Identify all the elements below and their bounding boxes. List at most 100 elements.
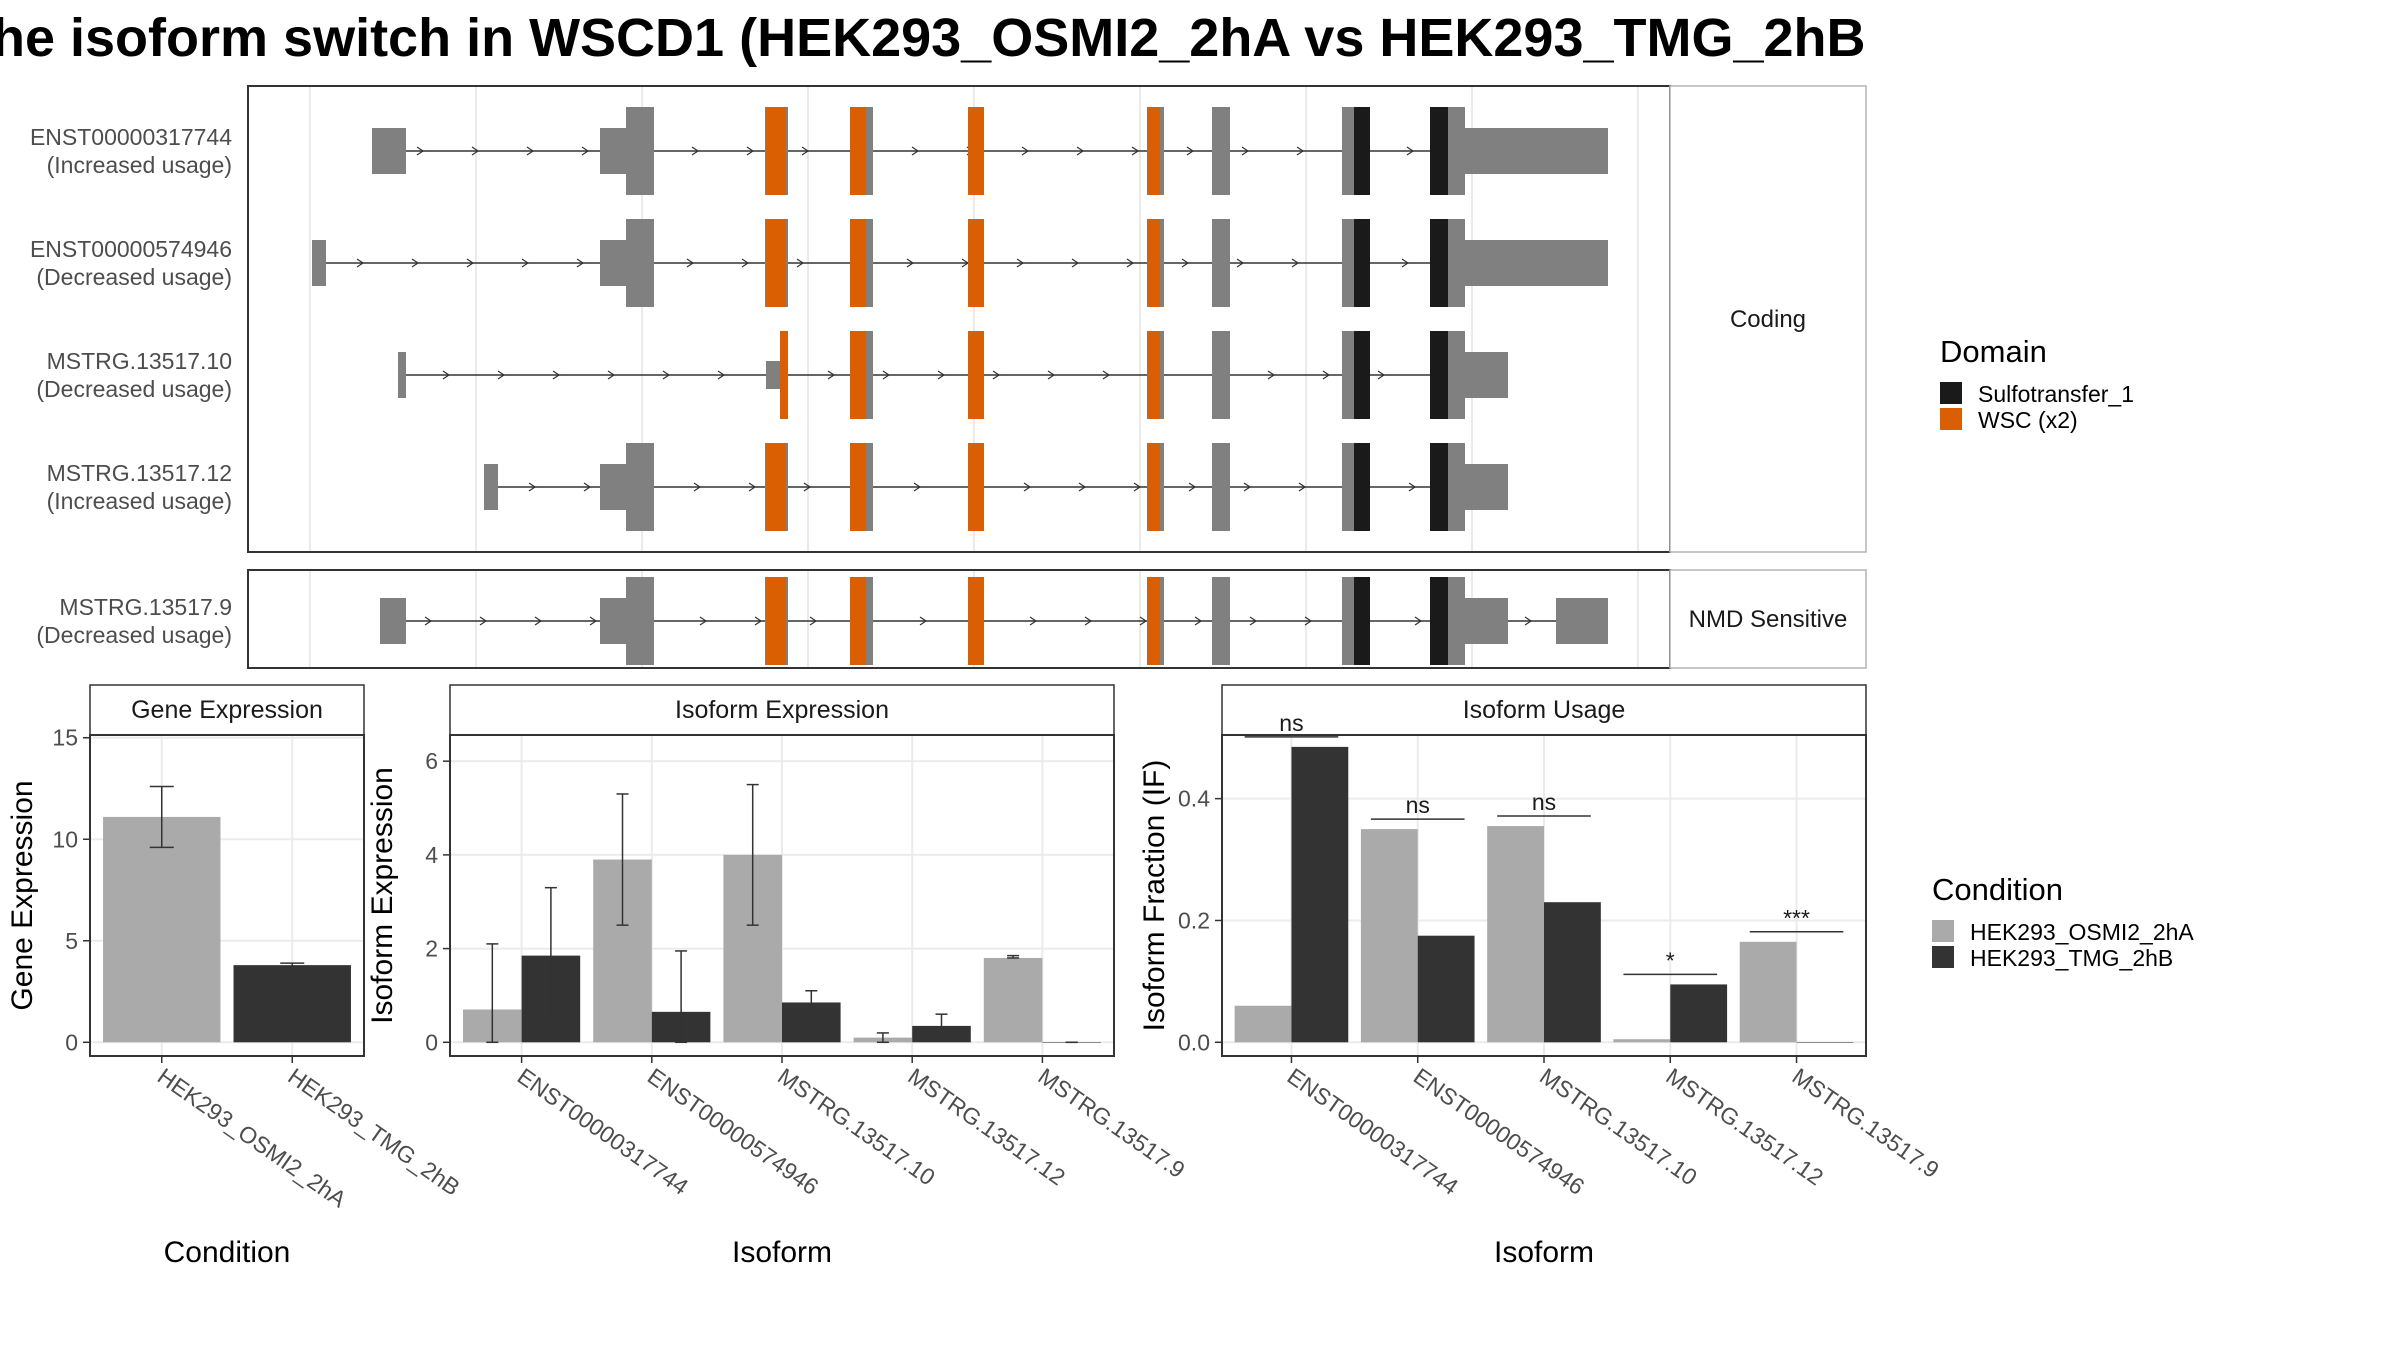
intron-arrow: [1078, 482, 1087, 492]
exon-block: [1465, 598, 1508, 644]
intron-arrow: [1401, 258, 1410, 268]
sulfotransfer-domain-block: [1354, 331, 1370, 419]
wsc-domain-block: [766, 107, 786, 195]
intron-arrow: [1084, 616, 1093, 626]
intron-arrow: [466, 258, 475, 268]
intron-arrow: [1249, 616, 1258, 626]
facet-label-nmd: NMD Sensitive: [1689, 606, 1848, 633]
domain-legend-title: Domain: [1940, 334, 2047, 369]
intron-arrow: [356, 258, 365, 268]
exon-block: [766, 361, 780, 389]
panel-strip-title: Gene Expression: [131, 696, 323, 724]
exon-block: [1465, 240, 1608, 286]
wsc-domain-block: [850, 107, 866, 195]
facet-strip-nmd: [1669, 569, 1867, 669]
exon-block: [484, 464, 498, 510]
x-axis-title: Isoform: [732, 1236, 832, 1269]
transcript-usage-label: (Decreased usage): [36, 376, 232, 402]
intron-arrow: [1414, 616, 1423, 626]
bar: [1234, 1005, 1292, 1043]
panel-strip-title: Isoform Expression: [675, 696, 889, 724]
intron-arrow: [1016, 258, 1025, 268]
intron-arrow: [1131, 146, 1140, 156]
wsc-domain-block: [968, 443, 984, 531]
intron-arrow: [497, 370, 506, 380]
intron-arrow: [534, 616, 543, 626]
exon-block: [600, 598, 626, 644]
intron-arrow: [442, 370, 451, 380]
intron-arrow: [607, 370, 616, 380]
bar: [233, 965, 351, 1043]
bar: [1291, 746, 1349, 1043]
intron-arrow: [1181, 258, 1190, 268]
intron-arrow: [1102, 370, 1111, 380]
sulfotransfer-domain-block: [1430, 107, 1448, 195]
legend-swatch-sulfotransfer: [1940, 382, 1962, 404]
intron-arrow: [992, 370, 1001, 380]
intron-arrow: [754, 616, 763, 626]
intron-arrow: [1524, 616, 1533, 626]
intron-arrow: [1126, 258, 1135, 268]
intron-arrow: [479, 616, 488, 626]
transcript-name-label: ENST00000574946: [30, 236, 232, 262]
intron-arrow: [699, 616, 708, 626]
intron-arrow: [1071, 258, 1080, 268]
intron-arrow: [1408, 482, 1417, 492]
bar: [1670, 984, 1728, 1043]
sulfotransfer-domain-block: [1354, 219, 1370, 307]
intron-arrow: [937, 370, 946, 380]
exon-block: [1465, 464, 1508, 510]
y-tick-label: 0.0: [1178, 1029, 1210, 1055]
legend-label-sulfotransfer: Sulfotransfer_1: [1978, 381, 2134, 407]
exon-block: [600, 128, 626, 174]
exon-block: [1465, 352, 1508, 398]
intron-arrow: [1076, 146, 1085, 156]
intron-arrow: [1133, 482, 1142, 492]
bar-panel-1: Isoform Expression0246ENST00000317744ENS…: [366, 684, 1190, 1269]
transcript-structure-panel: ENST00000317744(Increased usage)ENST0000…: [30, 85, 1867, 669]
intron-arrow: [1291, 258, 1300, 268]
y-tick-label: 0.2: [1178, 907, 1210, 933]
exon-block: [600, 240, 626, 286]
intron-arrow: [521, 258, 530, 268]
sulfotransfer-domain-block: [1354, 577, 1370, 665]
bar: [103, 816, 221, 1043]
intron-arrow: [1304, 616, 1313, 626]
significance-label: ***: [1783, 905, 1810, 931]
transcript-name-label: MSTRG.13517.9: [59, 594, 232, 620]
exon-block: [1212, 577, 1230, 665]
exon-block: [1465, 128, 1608, 174]
y-tick-label: 2: [425, 936, 438, 962]
transcript-name-label: MSTRG.13517.10: [47, 348, 232, 374]
intron-arrow: [1194, 616, 1203, 626]
intron-arrow: [581, 146, 590, 156]
legend-label-cond-a: HEK293_OSMI2_2hA: [1970, 919, 2194, 945]
wsc-domain-block: [850, 331, 866, 419]
y-tick-label: 6: [425, 748, 438, 774]
intron-arrow: [1298, 482, 1307, 492]
exon-block: [372, 128, 406, 174]
y-tick-label: 0.4: [1178, 786, 1210, 812]
legend-label-wsc: WSC (x2): [1978, 407, 2078, 433]
intron-arrow: [576, 258, 585, 268]
intron-arrow: [796, 258, 805, 268]
intron-arrow: [827, 370, 836, 380]
facet-label-coding: Coding: [1730, 306, 1806, 333]
sulfotransfer-domain-block: [1430, 577, 1448, 665]
intron-arrow: [686, 258, 695, 268]
bar: [1739, 941, 1797, 1043]
wsc-domain-block: [766, 577, 786, 665]
sulfotransfer-domain-block: [1354, 443, 1370, 531]
intron-arrow: [1029, 616, 1038, 626]
bar: [1544, 902, 1601, 1043]
intron-arrow: [748, 482, 757, 492]
y-tick-label: 0: [65, 1029, 78, 1055]
intron-arrow: [919, 616, 928, 626]
significance-label: ns: [1532, 789, 1556, 815]
transcript-name-label: MSTRG.13517.12: [47, 460, 232, 486]
wsc-domain-block: [968, 577, 984, 665]
intron-arrow: [526, 146, 535, 156]
intron-arrow: [1186, 146, 1195, 156]
